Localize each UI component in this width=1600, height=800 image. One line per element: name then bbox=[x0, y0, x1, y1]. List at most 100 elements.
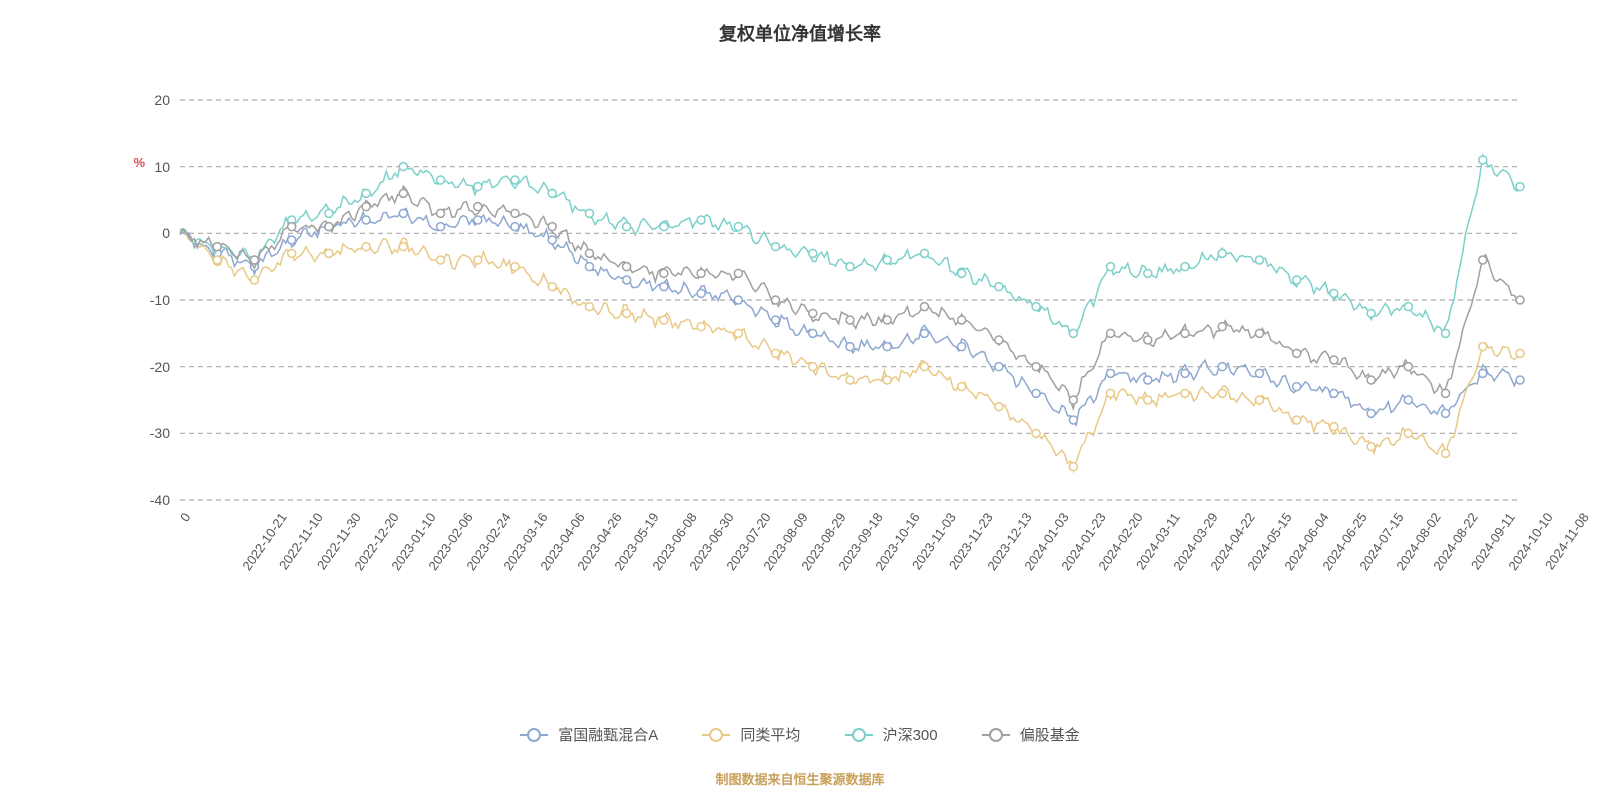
series-marker bbox=[288, 223, 296, 231]
series-marker bbox=[325, 223, 333, 231]
series-marker bbox=[1442, 389, 1450, 397]
series-marker bbox=[1069, 329, 1077, 337]
legend-marker-icon bbox=[845, 734, 873, 736]
chart-plot-area: % 20100-10-20-30-40 bbox=[180, 100, 1520, 500]
series-marker bbox=[399, 243, 407, 251]
x-tick-label: 0 bbox=[177, 510, 193, 525]
y-tick-label: -10 bbox=[150, 292, 170, 308]
series-marker bbox=[697, 269, 705, 277]
series-marker bbox=[660, 269, 668, 277]
series-marker bbox=[511, 176, 519, 184]
series-marker bbox=[1404, 303, 1412, 311]
series-marker bbox=[1181, 369, 1189, 377]
series-marker bbox=[437, 176, 445, 184]
series-line bbox=[180, 155, 1520, 336]
series-marker bbox=[660, 283, 668, 291]
series-marker bbox=[772, 316, 780, 324]
series-marker bbox=[1404, 429, 1412, 437]
y-tick-label: 10 bbox=[154, 159, 170, 175]
series-marker bbox=[1069, 463, 1077, 471]
series-marker bbox=[623, 223, 631, 231]
series-marker bbox=[1218, 249, 1226, 257]
series-marker bbox=[883, 376, 891, 384]
series-marker bbox=[548, 283, 556, 291]
series-marker bbox=[697, 323, 705, 331]
series-marker bbox=[883, 256, 891, 264]
series-marker bbox=[772, 243, 780, 251]
series-marker bbox=[1479, 343, 1487, 351]
series-marker bbox=[1479, 256, 1487, 264]
series-marker bbox=[697, 216, 705, 224]
series-marker bbox=[362, 216, 370, 224]
series-marker bbox=[1255, 256, 1263, 264]
series-marker bbox=[288, 249, 296, 257]
series-marker bbox=[1144, 396, 1152, 404]
series-marker bbox=[995, 336, 1003, 344]
series-marker bbox=[920, 329, 928, 337]
series-marker bbox=[437, 256, 445, 264]
series-marker bbox=[213, 243, 221, 251]
series-marker bbox=[437, 223, 445, 231]
series-marker bbox=[585, 303, 593, 311]
series-marker bbox=[1032, 363, 1040, 371]
series-marker bbox=[1404, 363, 1412, 371]
legend-label: 偏股基金 bbox=[1020, 724, 1080, 745]
series-marker bbox=[772, 296, 780, 304]
legend-marker-icon bbox=[520, 734, 548, 736]
series-marker bbox=[1367, 409, 1375, 417]
series-marker bbox=[920, 249, 928, 257]
series-marker bbox=[660, 316, 668, 324]
series-marker bbox=[1144, 336, 1152, 344]
series-marker bbox=[474, 203, 482, 211]
series-marker bbox=[1181, 329, 1189, 337]
series-marker bbox=[1107, 369, 1115, 377]
series-marker bbox=[585, 263, 593, 271]
legend-marker-icon bbox=[982, 734, 1010, 736]
series-marker bbox=[1442, 449, 1450, 457]
series-marker bbox=[474, 183, 482, 191]
series-marker bbox=[809, 309, 817, 317]
series-marker bbox=[399, 189, 407, 197]
series-marker bbox=[399, 163, 407, 171]
series-marker bbox=[325, 249, 333, 257]
series-marker bbox=[1330, 389, 1338, 397]
series-marker bbox=[548, 189, 556, 197]
series-marker bbox=[1330, 356, 1338, 364]
series-marker bbox=[1032, 303, 1040, 311]
series-marker bbox=[548, 236, 556, 244]
series-marker bbox=[213, 256, 221, 264]
series-marker bbox=[1218, 323, 1226, 331]
legend-label: 沪深300 bbox=[883, 724, 938, 745]
series-marker bbox=[250, 256, 258, 264]
series-marker bbox=[772, 349, 780, 357]
series-marker bbox=[1255, 369, 1263, 377]
series-marker bbox=[1367, 443, 1375, 451]
legend-marker-icon bbox=[702, 734, 730, 736]
chart-footer-source: 制图数据来自恒生聚源数据库 bbox=[0, 769, 1600, 788]
series-marker bbox=[734, 329, 742, 337]
series-marker bbox=[437, 209, 445, 217]
series-marker bbox=[474, 256, 482, 264]
series-marker bbox=[1516, 296, 1524, 304]
y-tick-label: -30 bbox=[150, 425, 170, 441]
series-marker bbox=[1218, 363, 1226, 371]
series-marker bbox=[846, 376, 854, 384]
series-marker bbox=[585, 249, 593, 257]
series-marker bbox=[846, 263, 854, 271]
series-marker bbox=[1293, 383, 1301, 391]
series-marker bbox=[1032, 429, 1040, 437]
series-marker bbox=[1330, 423, 1338, 431]
legend-item-0: 富国融甄混合A bbox=[520, 724, 658, 745]
series-marker bbox=[1107, 389, 1115, 397]
y-axis-unit: % bbox=[133, 155, 145, 170]
series-marker bbox=[958, 316, 966, 324]
series-marker bbox=[1293, 276, 1301, 284]
series-marker bbox=[1218, 389, 1226, 397]
series-marker bbox=[1479, 156, 1487, 164]
series-marker bbox=[697, 289, 705, 297]
series-marker bbox=[1293, 349, 1301, 357]
series-marker bbox=[995, 283, 1003, 291]
series-marker bbox=[883, 343, 891, 351]
series-marker bbox=[660, 223, 668, 231]
series-marker bbox=[1330, 289, 1338, 297]
